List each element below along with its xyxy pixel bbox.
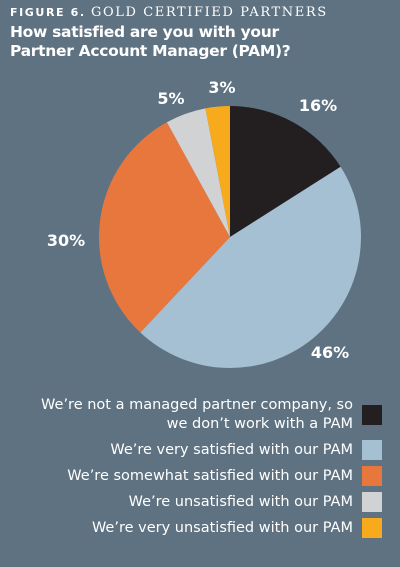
pie-chart: 16% 46% 30% 5% 3% [47,78,362,369]
pie-slice [140,166,362,369]
legend-label: We’re very satisfied with our PAM [110,441,353,458]
legend-label: We’re not a managed partner company, so … [41,397,353,432]
legend-item: We’re very satisfied with our PAM [33,440,382,460]
slice-percent-label: 30% [47,231,85,250]
slice-percent-label: 46% [311,343,349,362]
slice-percent-label: 3% [208,78,235,97]
legend-swatch [362,405,382,425]
figure-number: FIGURE 6. [10,6,86,19]
figure-label: FIGURE 6. GOLD CERTIFIED PARTNERS [10,5,328,20]
chart-question: How satisfied are you with your Partner … [10,23,291,60]
pie-slice [166,108,230,237]
legend-item: We’re somewhat satisfied with our PAM [33,466,382,486]
legend-swatch [362,466,382,486]
legend: We’re not a managed partner company, so … [33,396,382,544]
legend-swatch [362,518,382,538]
pie-slice [230,106,341,237]
legend-item: We’re not a managed partner company, so … [33,396,382,434]
pie-slice [205,106,230,237]
legend-swatch [362,492,382,512]
slice-percent-label: 5% [157,89,184,108]
legend-swatch [362,440,382,460]
legend-item: We’re very unsatisfied with our PAM [33,518,382,538]
figure-title: GOLD CERTIFIED PARTNERS [90,5,328,20]
pie-slice [98,122,231,333]
legend-label: We’re unsatisfied with our PAM [128,493,353,510]
slice-percent-label: 16% [299,96,337,115]
legend-label: We’re very unsatisfied with our PAM [91,519,353,536]
legend-label: We’re somewhat satisfied with our PAM [67,467,353,484]
legend-item: We’re unsatisfied with our PAM [33,492,382,512]
